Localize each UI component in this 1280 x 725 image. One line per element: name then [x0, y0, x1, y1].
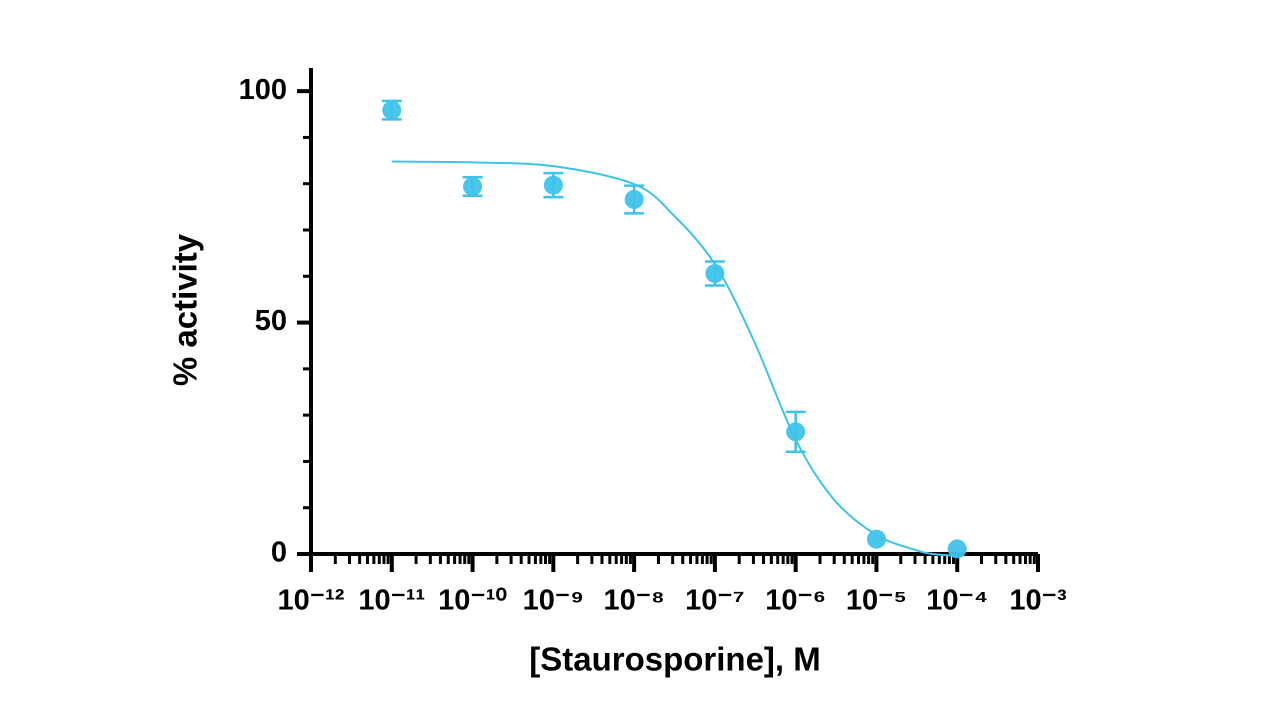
y-tick-label: 100: [239, 74, 287, 106]
data-point: [866, 529, 886, 549]
x-tick-label: 10⁻⁹: [523, 585, 584, 617]
y-tick-label: 50: [255, 305, 287, 337]
x-tick-label: 10⁻⁵: [846, 585, 907, 617]
fit-curve: [391, 160, 958, 557]
y-axis-title: % activity: [167, 233, 204, 386]
data-point: [463, 176, 483, 196]
data-point: [705, 264, 725, 284]
data-point: [382, 100, 402, 120]
data-point: [624, 189, 644, 209]
data-point: [786, 422, 806, 442]
y-tick-label: 0: [271, 537, 287, 569]
x-tick-label: 10⁻³: [1009, 585, 1067, 617]
data-point: [543, 175, 563, 195]
data-point: [947, 539, 967, 559]
x-tick-label: 10⁻¹¹: [358, 585, 425, 617]
x-tick-label: 10⁻⁶: [765, 585, 826, 617]
x-tick-label: 10⁻⁷: [685, 585, 745, 617]
x-tick-label: 10⁻¹⁰: [438, 585, 507, 617]
x-tick-label: 10⁻¹²: [278, 585, 345, 617]
x-tick-label: 10⁻⁴: [926, 585, 988, 617]
x-tick-label: 10⁻⁸: [603, 585, 664, 617]
x-axis-title: [Staurosporine], M: [529, 641, 821, 678]
